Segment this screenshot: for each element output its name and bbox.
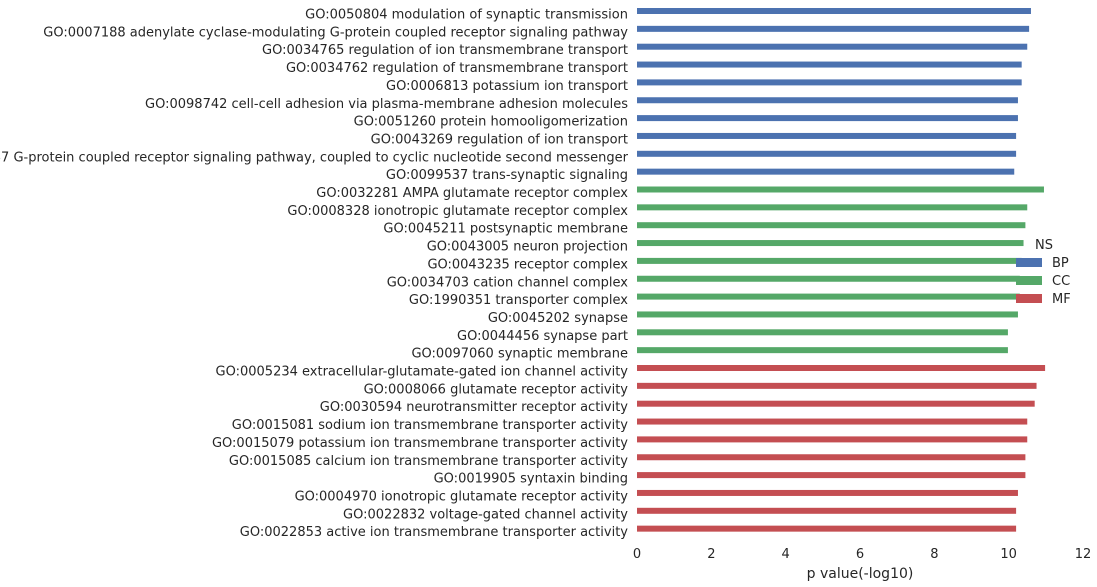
bars-group [637,8,1046,532]
bar-cc-9 [637,347,1008,354]
x-tick-label: 6 [856,547,864,562]
category-label: GO:0045211 postsynaptic membrane [383,222,628,237]
x-tick-label: 2 [707,547,715,562]
category-labels: GO:0050804 modulation of synaptic transm… [0,8,629,541]
category-label: GO:0005234 extracellular-glutamate-gated… [216,365,629,380]
category-label: GO:0004970 ionotropic glutamate receptor… [295,489,629,504]
category-label: GO:0043235 receptor complex [427,257,628,272]
bar-mf-0 [637,365,1046,371]
legend-title: NS [1035,238,1053,253]
bar-mf-6 [637,472,1026,479]
category-label: GO:0008066 glutamate receptor activity [364,382,629,397]
bar-bp-0 [637,8,1031,14]
x-tick-label: 12 [1075,547,1092,562]
category-label: GO:0022832 voltage-gated channel activit… [343,507,628,522]
category-label: GO:0098742 cell-cell adhesion via plasma… [145,97,628,112]
x-tick-label: 0 [633,547,641,562]
bar-mf-1 [637,382,1037,389]
bar-cc-3 [637,240,1024,247]
x-axis-ticks: 0 2 4 6 8 10 12 [633,547,1091,562]
category-label: GO:0051260 protein homooligomerization [354,115,628,130]
category-label: GO:0050804 modulation of synaptic transm… [305,8,628,23]
category-label: GO:0045202 synapse [488,311,628,326]
category-label: GO:0034765 regulation of ion transmembra… [262,43,628,58]
bar-mf-4 [637,436,1028,443]
bar-mf-9 [637,525,1017,532]
category-label: GO:0022853 active ion transmembrane tran… [240,525,629,540]
category-label: GO:0007188 adenylate cyclase-modulating … [43,25,628,40]
category-label: GO:0044456 synapse part [457,329,628,344]
bar-bp-4 [637,79,1022,86]
bar-mf-2 [637,400,1035,407]
bar-bp-6 [637,115,1018,122]
category-label: GO:0034762 regulation of transmembrane t… [286,61,628,76]
category-label: GO:0097060 synaptic membrane [411,347,628,362]
bar-cc-0 [637,186,1044,193]
category-label: GO:0043269 regulation of ion transport [371,132,628,147]
bar-mf-3 [637,418,1028,425]
x-tick-label: 10 [1000,547,1017,562]
bar-bp-1 [637,25,1030,32]
bar-cc-1 [637,204,1028,211]
bar-bp-7 [637,132,1017,139]
legend-swatch-bp [1016,258,1042,267]
bar-cc-2 [637,222,1026,229]
bar-bp-9 [637,168,1015,175]
bar-bp-5 [637,97,1018,104]
bar-mf-8 [637,507,1017,514]
category-label: GO:0032281 AMPA glutamate receptor compl… [316,186,628,201]
bar-cc-7 [637,311,1018,318]
category-label: GO:0007187 G-protein coupled receptor si… [0,150,629,165]
bar-cc-8 [637,329,1008,336]
bar-mf-7 [637,489,1018,496]
legend: NS BP CC MF [1016,238,1071,307]
category-label: GO:0015085 calcium ion transmembrane tra… [229,454,628,469]
x-tick-label: 4 [782,547,790,562]
category-label: GO:0015079 potassium ion transmembrane t… [212,436,628,451]
x-axis-title: p value(-log10) [807,566,914,582]
x-tick-label: 8 [930,547,938,562]
legend-label-cc: CC [1052,274,1070,289]
category-label: GO:1990351 transporter complex [409,293,628,308]
category-label: GO:0034703 cation channel complex [387,275,629,290]
bar-cc-4 [637,257,1022,264]
category-label: GO:0019905 syntaxin binding [434,472,628,487]
category-label: GO:0099537 trans-synaptic signaling [386,168,628,183]
legend-label-mf: MF [1052,292,1071,307]
bar-cc-5 [637,275,1020,282]
bar-cc-6 [637,293,1020,300]
legend-label-bp: BP [1052,256,1069,271]
category-label: GO:0008328 ionotropic glutamate receptor… [287,204,628,219]
bar-bp-2 [637,43,1028,50]
category-label: GO:0006813 potassium ion transport [386,79,628,94]
category-label: GO:0015081 sodium ion transmembrane tran… [232,418,628,433]
legend-swatch-mf [1016,294,1042,303]
bar-bp-3 [637,61,1022,68]
bar-mf-5 [637,454,1026,461]
category-label: GO:0043005 neuron projection [427,240,628,255]
category-label: GO:0030594 neurotransmitter receptor act… [320,400,629,415]
legend-swatch-cc [1016,276,1042,285]
bar-bp-8 [637,150,1017,157]
